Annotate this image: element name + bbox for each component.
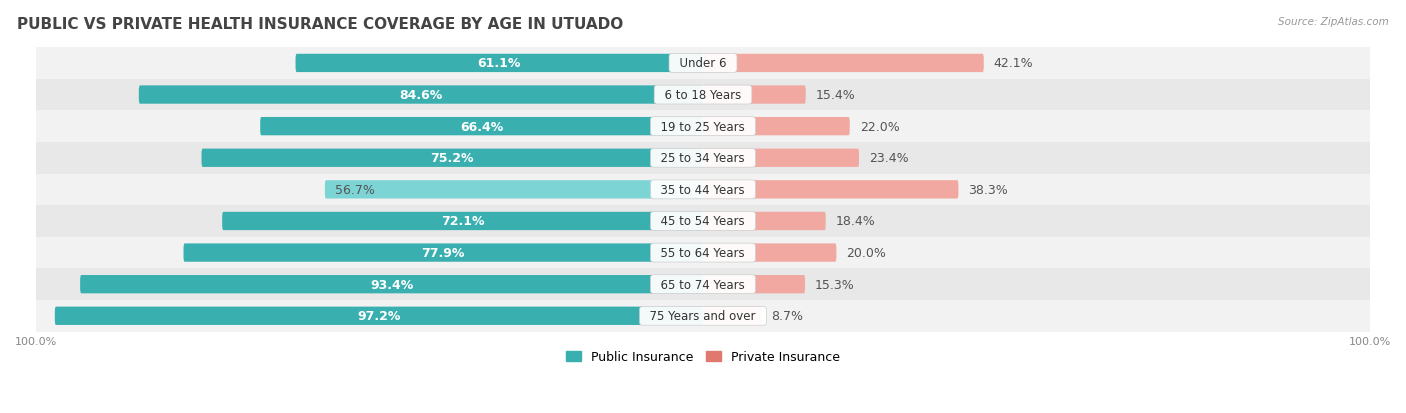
Text: 6 to 18 Years: 6 to 18 Years — [657, 89, 749, 102]
Text: PUBLIC VS PRIVATE HEALTH INSURANCE COVERAGE BY AGE IN UTUADO: PUBLIC VS PRIVATE HEALTH INSURANCE COVER… — [17, 17, 623, 31]
Text: 25 to 34 Years: 25 to 34 Years — [654, 152, 752, 165]
FancyBboxPatch shape — [703, 181, 959, 199]
FancyBboxPatch shape — [222, 212, 703, 230]
Bar — [37, 111, 1369, 142]
Text: Source: ZipAtlas.com: Source: ZipAtlas.com — [1278, 17, 1389, 26]
Bar — [37, 269, 1369, 300]
FancyBboxPatch shape — [703, 307, 761, 325]
FancyBboxPatch shape — [703, 149, 859, 168]
Text: 61.1%: 61.1% — [478, 57, 522, 70]
FancyBboxPatch shape — [139, 86, 703, 104]
Text: 84.6%: 84.6% — [399, 89, 443, 102]
FancyBboxPatch shape — [184, 244, 703, 262]
Text: 55 to 64 Years: 55 to 64 Years — [654, 247, 752, 259]
FancyBboxPatch shape — [703, 212, 825, 230]
Bar — [37, 48, 1369, 80]
FancyBboxPatch shape — [703, 86, 806, 104]
Text: 20.0%: 20.0% — [846, 247, 886, 259]
Text: 45 to 54 Years: 45 to 54 Years — [654, 215, 752, 228]
FancyBboxPatch shape — [325, 181, 703, 199]
Text: 19 to 25 Years: 19 to 25 Years — [654, 120, 752, 133]
Text: 75 Years and over: 75 Years and over — [643, 309, 763, 323]
Bar — [37, 206, 1369, 237]
Text: 42.1%: 42.1% — [994, 57, 1033, 70]
FancyBboxPatch shape — [295, 55, 703, 73]
FancyBboxPatch shape — [201, 149, 703, 168]
Bar — [37, 80, 1369, 111]
FancyBboxPatch shape — [703, 118, 849, 136]
Text: 38.3%: 38.3% — [969, 183, 1008, 196]
Bar — [37, 237, 1369, 269]
Bar — [37, 300, 1369, 332]
Text: 72.1%: 72.1% — [441, 215, 484, 228]
Legend: Public Insurance, Private Insurance: Public Insurance, Private Insurance — [561, 345, 845, 368]
Text: 23.4%: 23.4% — [869, 152, 908, 165]
FancyBboxPatch shape — [703, 244, 837, 262]
Text: 77.9%: 77.9% — [422, 247, 465, 259]
Text: 15.3%: 15.3% — [815, 278, 855, 291]
FancyBboxPatch shape — [703, 55, 984, 73]
Bar — [37, 174, 1369, 206]
FancyBboxPatch shape — [260, 118, 703, 136]
Bar — [37, 142, 1369, 174]
Text: 15.4%: 15.4% — [815, 89, 855, 102]
Text: 56.7%: 56.7% — [335, 183, 375, 196]
Text: 66.4%: 66.4% — [460, 120, 503, 133]
Text: Under 6: Under 6 — [672, 57, 734, 70]
Text: 97.2%: 97.2% — [357, 309, 401, 323]
Text: 22.0%: 22.0% — [859, 120, 900, 133]
Text: 65 to 74 Years: 65 to 74 Years — [654, 278, 752, 291]
Text: 18.4%: 18.4% — [835, 215, 876, 228]
Text: 8.7%: 8.7% — [770, 309, 803, 323]
Text: 93.4%: 93.4% — [370, 278, 413, 291]
FancyBboxPatch shape — [703, 275, 806, 294]
Text: 35 to 44 Years: 35 to 44 Years — [654, 183, 752, 196]
FancyBboxPatch shape — [80, 275, 703, 294]
FancyBboxPatch shape — [55, 307, 703, 325]
Text: 75.2%: 75.2% — [430, 152, 474, 165]
